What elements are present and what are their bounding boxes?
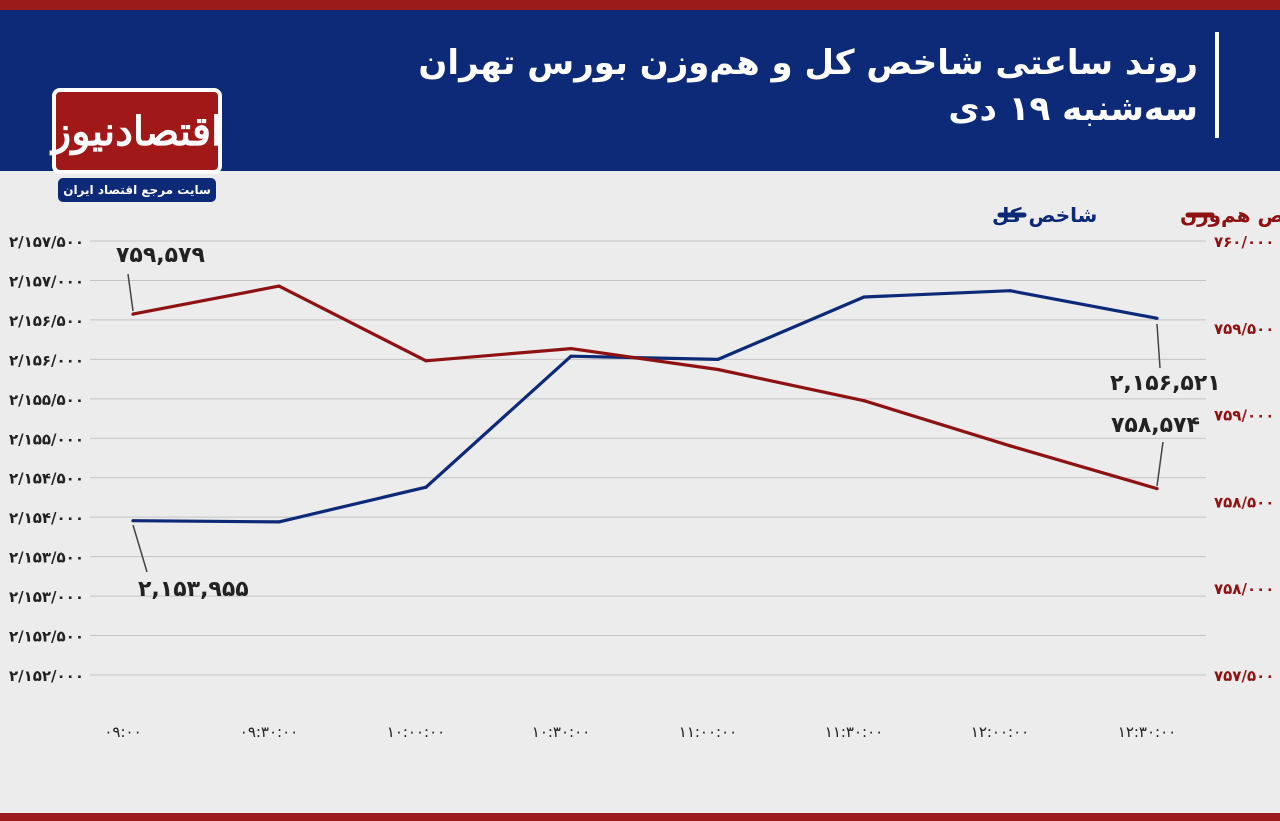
plot-area xyxy=(90,241,1206,675)
annotation-leader xyxy=(1156,323,1161,369)
left-tick-label: ۲/۱۵۲/۰۰۰ xyxy=(9,667,84,685)
right-tick-label: ۷۵۸/۵۰۰ xyxy=(1214,493,1274,511)
left-tick-label: ۲/۱۵۲/۵۰۰ xyxy=(9,628,84,646)
annotation-leader xyxy=(127,273,134,312)
title-divider xyxy=(1215,32,1219,138)
data-point xyxy=(1008,289,1012,293)
data-point xyxy=(424,485,428,489)
right-tick-label: ۷۵۹/۵۰۰ xyxy=(1214,320,1274,338)
bottom-accent-strip xyxy=(0,813,1280,821)
brand-logo: اقتصادنیوز xyxy=(52,88,222,174)
top-accent-strip xyxy=(0,0,1280,10)
data-point xyxy=(131,519,135,523)
x-tick-label: ۰۹:۰۰ xyxy=(104,723,141,741)
data-point xyxy=(569,354,573,358)
data-point xyxy=(1008,444,1012,448)
data-point xyxy=(277,520,281,524)
legend-label-equal: شاخص هم‌وزن xyxy=(1180,203,1280,227)
left-tick-label: ۲/۱۵۳/۵۰۰ xyxy=(9,549,84,567)
left-tick-label: ۲/۱۵۶/۵۰۰ xyxy=(9,312,84,330)
data-label: ۷۵۹,۵۷۹ xyxy=(116,243,205,268)
right-tick-label: ۷۵۸/۰۰۰ xyxy=(1214,580,1274,598)
left-tick-label: ۲/۱۵۴/۰۰۰ xyxy=(9,509,84,527)
data-point xyxy=(1155,487,1159,491)
right-tick-label: ۷۵۷/۵۰۰ xyxy=(1214,667,1274,685)
annotation-leader xyxy=(1156,441,1164,487)
data-label: ۷۵۸,۵۷۴ xyxy=(1111,413,1200,438)
right-tick-label: ۷۶۰/۰۰۰ xyxy=(1214,233,1274,251)
left-tick-label: ۲/۱۵۶/۰۰۰ xyxy=(9,351,84,369)
data-point xyxy=(569,347,573,351)
brand-tagline: سایت مرجع اقتصاد ایران xyxy=(58,178,216,202)
left-tick-label: ۲/۱۵۳/۰۰۰ xyxy=(9,588,84,606)
data-label: ۲,۱۵۳,۹۵۵ xyxy=(138,577,249,602)
data-point xyxy=(1155,316,1159,320)
x-tick-label: ۱۲:۳۰:۰۰ xyxy=(1118,723,1176,741)
left-tick-label: ۲/۱۵۵/۰۰۰ xyxy=(9,430,84,448)
x-tick-label: ۱۲:۰۰:۰۰ xyxy=(971,723,1029,741)
series-line-1 xyxy=(132,284,1158,491)
data-point xyxy=(716,357,720,361)
data-point xyxy=(424,359,428,363)
left-tick-label: ۲/۱۵۷/۵۰۰ xyxy=(9,233,84,251)
data-label: ۲,۱۵۶,۵۲۱ xyxy=(1110,371,1221,396)
data-point xyxy=(716,367,720,372)
data-point xyxy=(131,312,135,316)
x-tick-label: ۱۱:۰۰:۰۰ xyxy=(679,723,737,741)
x-tick-label: ۱۱:۳۰:۰۰ xyxy=(825,723,883,741)
brand-logo-text: اقتصادنیوز xyxy=(51,107,223,155)
annotation-leader xyxy=(132,524,148,573)
data-point xyxy=(862,295,866,299)
x-tick-label: ۱۰:۰۰:۰۰ xyxy=(387,723,445,741)
data-point xyxy=(277,284,281,288)
page-title: روند ساعتی شاخص کل و هم‌وزن بورس تهران xyxy=(418,43,1198,83)
left-tick-label: ۲/۱۵۵/۵۰۰ xyxy=(9,391,84,409)
x-tick-label: ۱۰:۳۰:۰۰ xyxy=(532,723,590,741)
x-tick-label: ۰۹:۳۰:۰۰ xyxy=(240,723,298,741)
left-tick-label: ۲/۱۵۷/۰۰۰ xyxy=(9,272,84,290)
legend-label-total: شاخص کل xyxy=(992,203,1097,227)
data-point xyxy=(862,399,866,403)
left-tick-label: ۲/۱۵۴/۵۰۰ xyxy=(9,470,84,488)
right-tick-label: ۷۵۹/۰۰۰ xyxy=(1214,407,1274,425)
page-subtitle: سه‌شنبه ۱۹ دی xyxy=(948,89,1198,129)
